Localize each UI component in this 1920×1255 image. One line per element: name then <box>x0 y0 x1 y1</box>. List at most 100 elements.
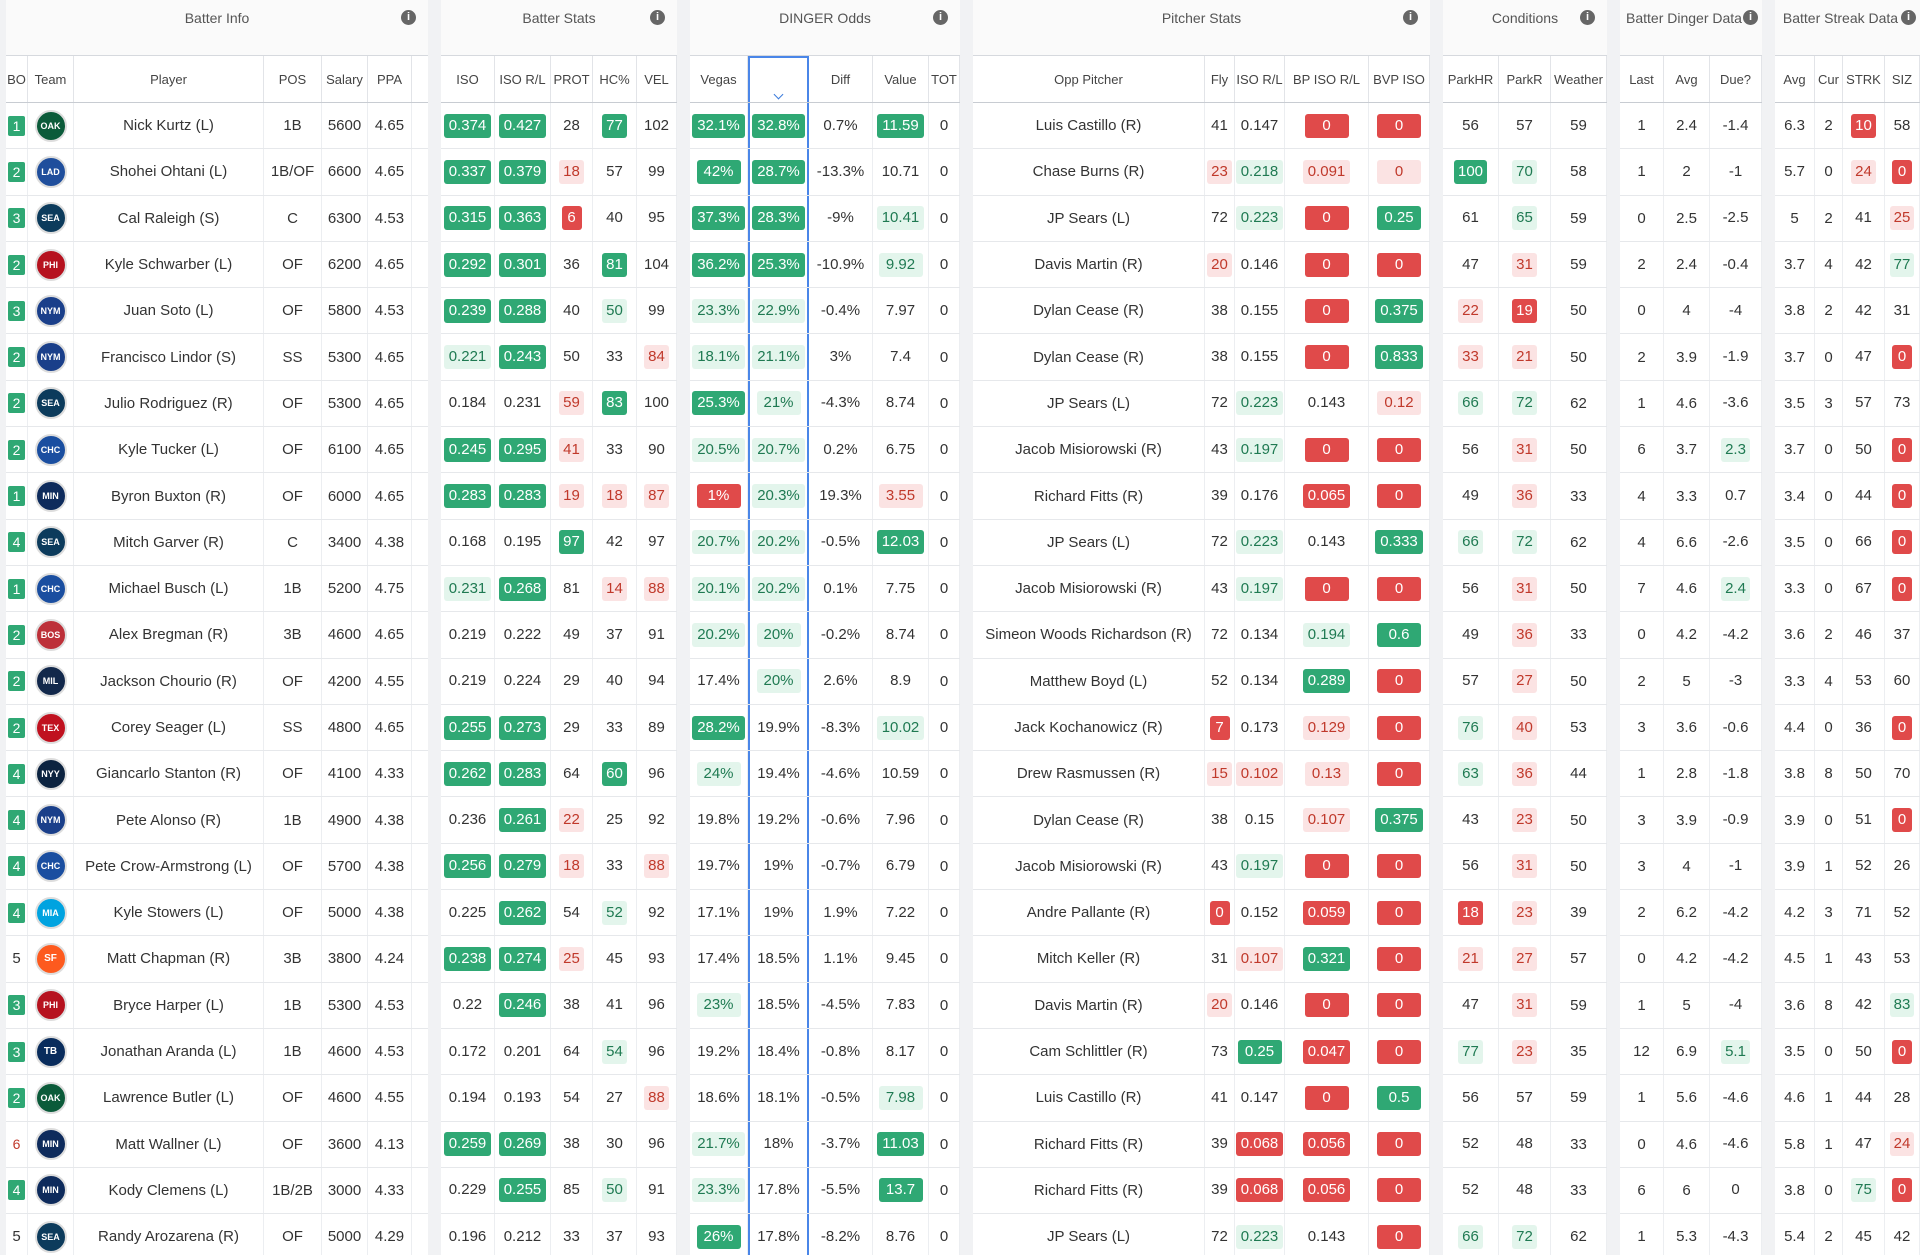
table-row[interactable]: 19.2% 18.4% -0.8% 8.17 0 <box>690 1028 960 1076</box>
table-row[interactable]: Matthew Boyd (L) 52 0.134 0.289 0 <box>973 658 1430 705</box>
table-row[interactable]: 49 36 33 <box>1443 473 1607 520</box>
table-row[interactable]: Dylan Cease (R) 38 0.155 0 0.833 <box>973 334 1430 381</box>
table-row[interactable]: 1 OAK Nick Kurtz (L) 1B 5600 4.65 <box>6 103 428 150</box>
table-row[interactable]: 0.245 0.295 41 33 90 <box>441 427 677 474</box>
table-row[interactable]: 21.7% 18% -3.7% 11.03 0 <box>690 1121 960 1168</box>
table-row[interactable]: 17.4% 18.5% 1.1% 9.45 0 <box>690 936 960 983</box>
table-row[interactable]: 2 LAD Shohei Ohtani (L) 1B/OF 6600 4.65 <box>6 149 428 196</box>
table-row[interactable]: 0.194 0.193 54 27 88 <box>441 1075 677 1122</box>
column-header-player[interactable]: Player <box>74 56 264 102</box>
column-header-salary[interactable]: Salary <box>322 56 368 102</box>
table-row[interactable]: 0.315 0.363 6 40 95 <box>441 195 677 242</box>
table-row[interactable]: Davis Martin (R) 20 0.146 0 0 <box>973 982 1430 1029</box>
table-row[interactable]: 23% 18.5% -4.5% 7.83 0 <box>690 982 960 1029</box>
table-row[interactable]: 57 27 50 <box>1443 658 1607 705</box>
table-row[interactable]: 1 2.4 -1.4 <box>1620 103 1762 150</box>
table-row[interactable]: 0.283 0.283 19 18 87 <box>441 473 677 520</box>
table-row[interactable]: 25.3% 21% -4.3% 8.74 0 <box>690 380 960 428</box>
table-row[interactable]: 18.6% 18.1% -0.5% 7.98 0 <box>690 1075 960 1122</box>
table-row[interactable]: 3.3 4 53 60 <box>1775 658 1920 705</box>
table-row[interactable]: 3.7 0 50 0 <box>1775 427 1920 474</box>
table-row[interactable]: 19.7% 19% -0.7% 6.79 0 <box>690 843 960 891</box>
table-row[interactable]: 49 36 33 <box>1443 612 1607 659</box>
table-row[interactable]: 4.4 0 36 0 <box>1775 704 1920 752</box>
table-row[interactable]: 66 72 62 <box>1443 519 1607 566</box>
table-row[interactable]: 20.2% 20% -0.2% 8.74 0 <box>690 612 960 659</box>
table-row[interactable]: 2 6.2 -4.2 <box>1620 890 1762 937</box>
table-row[interactable]: 4 3.3 0.7 <box>1620 473 1762 520</box>
column-header-strk[interactable]: STRK <box>1843 56 1885 102</box>
table-row[interactable]: 0.374 0.427 28 77 102 <box>441 103 677 150</box>
column-header-parkhr[interactable]: ParkHR <box>1443 56 1499 102</box>
info-icon[interactable]: i <box>1580 10 1595 25</box>
table-row[interactable]: 7 4.6 2.4 <box>1620 565 1762 613</box>
table-row[interactable]: 0.239 0.288 40 50 99 <box>441 288 677 335</box>
table-row[interactable]: 18.1% 21.1% 3% 7.4 0 <box>690 334 960 381</box>
table-row[interactable]: 3 TB Jonathan Aranda (L) 1B 4600 4.53 <box>6 1028 428 1076</box>
table-row[interactable]: 3.5 0 66 0 <box>1775 519 1920 566</box>
table-row[interactable]: 5.4 2 45 42 <box>1775 1214 1920 1255</box>
table-row[interactable]: 56 57 59 <box>1443 103 1607 150</box>
table-row[interactable]: 23.3% 22.9% -0.4% 7.97 0 <box>690 288 960 335</box>
table-row[interactable]: 20.5% 20.7% 0.2% 6.75 0 <box>690 427 960 474</box>
table-row[interactable]: Luis Castillo (R) 41 0.147 0 0 <box>973 103 1430 150</box>
table-row[interactable]: JP Sears (L) 72 0.223 0.143 0.12 <box>973 380 1430 428</box>
table-row[interactable]: 0 4.6 -4.6 <box>1620 1121 1762 1168</box>
table-row[interactable]: 0.256 0.279 18 33 88 <box>441 843 677 891</box>
table-row[interactable]: 3.9 0 51 0 <box>1775 797 1920 844</box>
table-row[interactable]: 4.2 3 71 52 <box>1775 890 1920 937</box>
table-row[interactable]: 2 TEX Corey Seager (L) SS 4800 4.65 <box>6 704 428 752</box>
table-row[interactable]: Richard Fitts (R) 39 0.068 0.056 0 <box>973 1167 1430 1215</box>
table-row[interactable]: 3 SEA Cal Raleigh (S) C 6300 4.53 <box>6 195 428 242</box>
table-row[interactable]: 2 MIL Jackson Chourio (R) OF 4200 4.55 <box>6 658 428 705</box>
table-row[interactable]: 4 SEA Mitch Garver (R) C 3400 4.38 <box>6 519 428 566</box>
table-row[interactable]: 26% 17.8% -8.2% 8.76 0 <box>690 1214 960 1255</box>
column-header-cur[interactable]: Cur <box>1815 56 1843 102</box>
table-row[interactable]: 37.3% 28.3% -9% 10.41 0 <box>690 195 960 242</box>
table-row[interactable]: 47 31 59 <box>1443 241 1607 289</box>
table-row[interactable]: 43 23 50 <box>1443 797 1607 844</box>
table-row[interactable]: 2 NYM Francisco Lindor (S) SS 5300 4.65 <box>6 334 428 381</box>
table-row[interactable]: 76 40 53 <box>1443 704 1607 752</box>
table-row[interactable]: 1% 20.3% 19.3% 3.55 0 <box>690 473 960 520</box>
table-row[interactable]: 20.1% 20.2% 0.1% 7.75 0 <box>690 565 960 613</box>
table-row[interactable]: 56 57 59 <box>1443 1075 1607 1122</box>
table-row[interactable]: 52 48 33 <box>1443 1167 1607 1215</box>
table-row[interactable]: Jacob Misiorowski (R) 43 0.197 0 0 <box>973 843 1430 891</box>
table-row[interactable]: 3.6 2 46 37 <box>1775 612 1920 659</box>
table-row[interactable]: 0.221 0.243 50 33 84 <box>441 334 677 381</box>
table-row[interactable]: 3.5 0 50 0 <box>1775 1028 1920 1076</box>
table-row[interactable]: 56 31 50 <box>1443 565 1607 613</box>
table-row[interactable]: 0.219 0.224 29 40 94 <box>441 658 677 705</box>
table-row[interactable]: 24% 19.4% -4.6% 10.59 0 <box>690 751 960 798</box>
table-row[interactable]: 20.7% 20.2% -0.5% 12.03 0 <box>690 519 960 566</box>
table-row[interactable]: 56 31 50 <box>1443 427 1607 474</box>
table-row[interactable]: Cam Schlittler (R) 73 0.25 0.047 0 <box>973 1028 1430 1076</box>
column-header-value[interactable]: Value <box>873 56 929 102</box>
info-icon[interactable]: i <box>1743 10 1758 25</box>
table-row[interactable]: 2 CHC Kyle Tucker (L) OF 6100 4.65 <box>6 427 428 474</box>
table-row[interactable]: 5 2 41 25 <box>1775 195 1920 242</box>
column-header-pisorl[interactable]: ISO R/L <box>1235 56 1285 102</box>
table-row[interactable]: 0.229 0.255 85 50 91 <box>441 1167 677 1215</box>
info-icon[interactable]: i <box>401 10 416 25</box>
table-row[interactable]: Chase Burns (R) 23 0.218 0.091 0 <box>973 149 1430 196</box>
table-row[interactable]: 4 NYY Giancarlo Stanton (R) OF 4100 4.33 <box>6 751 428 798</box>
column-header-tot[interactable]: TOT <box>929 56 960 102</box>
table-row[interactable]: Davis Martin (R) 20 0.146 0 0 <box>973 241 1430 289</box>
table-row[interactable]: 36.2% 25.3% -10.9% 9.92 0 <box>690 241 960 289</box>
table-row[interactable]: JP Sears (L) 72 0.223 0.143 0 <box>973 1214 1430 1255</box>
table-row[interactable]: Mitch Keller (R) 31 0.107 0.321 0 <box>973 936 1430 983</box>
table-row[interactable]: 12 6.9 5.1 <box>1620 1028 1762 1076</box>
info-icon[interactable]: i <box>933 10 948 25</box>
table-row[interactable]: 6.3 2 10 58 <box>1775 103 1920 150</box>
table-row[interactable]: 0.196 0.212 33 37 93 <box>441 1214 677 1255</box>
column-header-ppa[interactable]: PPA <box>368 56 412 102</box>
table-row[interactable]: 3 3.9 -0.9 <box>1620 797 1762 844</box>
column-header-siz[interactable]: SIZ <box>1885 56 1920 102</box>
table-row[interactable]: 1 MIN Byron Buxton (R) OF 6000 4.65 <box>6 473 428 520</box>
table-row[interactable]: Dylan Cease (R) 38 0.15 0.107 0.375 <box>973 797 1430 844</box>
column-header-ls[interactable] <box>748 56 809 102</box>
table-row[interactable]: 2 OAK Lawrence Butler (L) OF 4600 4.55 <box>6 1075 428 1122</box>
table-row[interactable]: 3.3 0 67 0 <box>1775 565 1920 613</box>
